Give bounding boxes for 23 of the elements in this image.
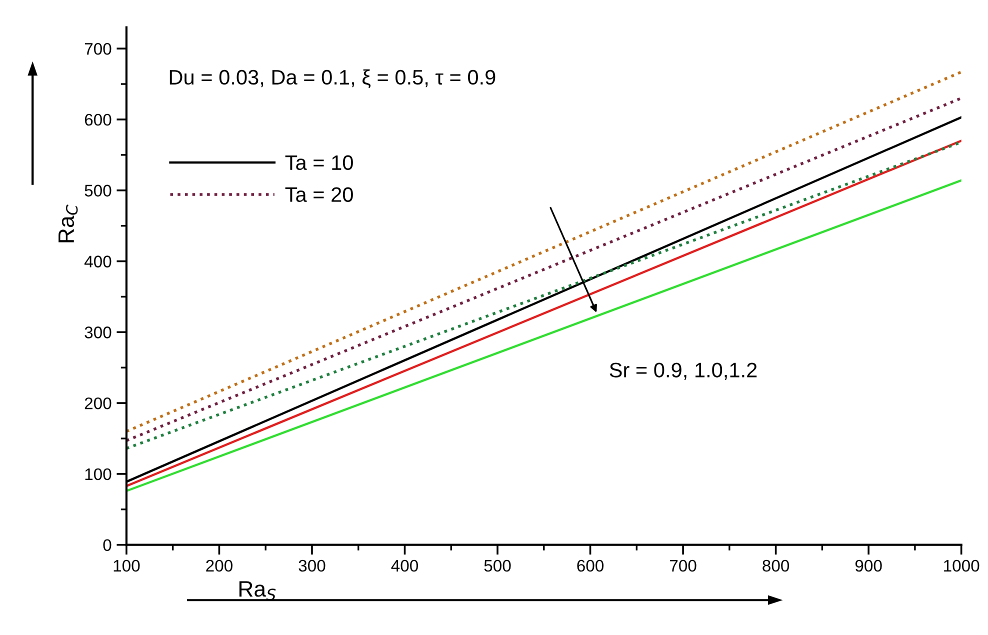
legend-label: Ta = 20 xyxy=(285,187,353,202)
x-tick-label: 100 xyxy=(114,560,140,572)
x-tick-label: 700 xyxy=(670,560,696,572)
y-tick-label: 600 xyxy=(84,114,112,126)
legend-label: Ta = 10 xyxy=(285,155,353,170)
x-tick-label: 300 xyxy=(298,560,326,572)
y-tick-label: 300 xyxy=(84,326,112,338)
x-tick-label: 1000 xyxy=(944,560,980,572)
y-tick-label: 500 xyxy=(84,184,112,197)
y-tick-label: 200 xyxy=(84,397,112,410)
y-tick-label: 400 xyxy=(84,256,112,268)
y-axis-title: Ra$_{C}$ xyxy=(58,204,78,242)
x-tick-label: 400 xyxy=(391,560,418,572)
x-tick-label: 800 xyxy=(762,560,790,572)
x-tick-label: 500 xyxy=(484,560,511,572)
x-tick-label: 900 xyxy=(855,560,882,572)
annotation: Sr = 0.9, 1.0,1.2 xyxy=(610,362,757,380)
y-tick-label: 100 xyxy=(85,468,112,480)
y-tick-label: 0 xyxy=(103,539,112,552)
x-tick-label: 200 xyxy=(206,560,232,572)
y-tick-label: 700 xyxy=(84,42,112,55)
x-tick-label: 600 xyxy=(577,560,604,572)
annotation: Du = 0.03, Da = 0.1, ξ = 0.5, τ = 0.9 xyxy=(170,69,496,88)
